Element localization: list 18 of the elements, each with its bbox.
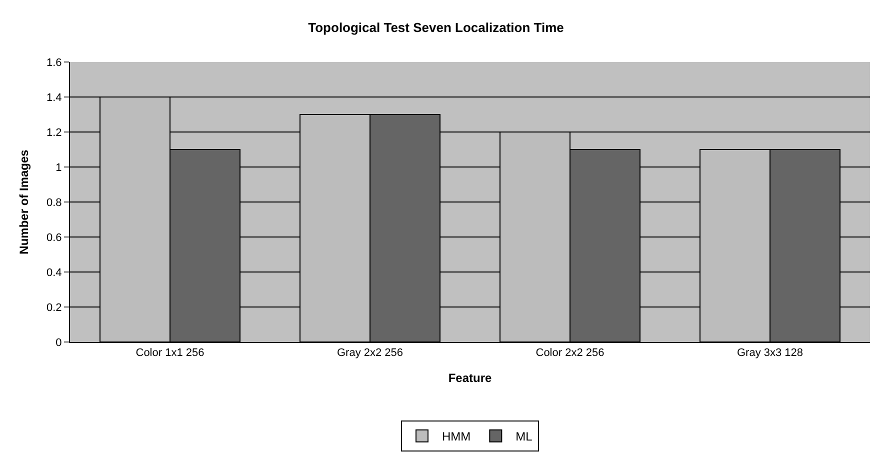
x-tick-label: Gray 2x2 256	[336, 347, 404, 360]
y-tick-label: 0.2	[46, 302, 62, 314]
legend-label: ML	[516, 430, 533, 444]
x-tick-label: Color 1x1 256	[136, 347, 204, 360]
y-tick-label: 0.8	[46, 196, 62, 209]
chart-title: Topological Test Seven Localization Time	[308, 20, 564, 35]
x-tick-label: Gray 3x3 128	[736, 347, 804, 360]
y-tick-label: 1.4	[46, 92, 62, 104]
x-axis-title: Feature	[448, 371, 492, 386]
y-tick-label: 0	[56, 336, 62, 349]
y-tick-label: 0.4	[46, 266, 62, 279]
y-tick-label: 0.6	[46, 232, 62, 244]
y-tick-label: 1.6	[46, 56, 62, 69]
y-tick-label: 1	[56, 162, 62, 174]
x-tick-label: Color 2x2 256	[536, 347, 604, 360]
y-axis-title: Number of Images	[16, 149, 31, 254]
y-tick-label: 1.2	[46, 126, 62, 139]
legend-label: HMM	[442, 430, 471, 444]
